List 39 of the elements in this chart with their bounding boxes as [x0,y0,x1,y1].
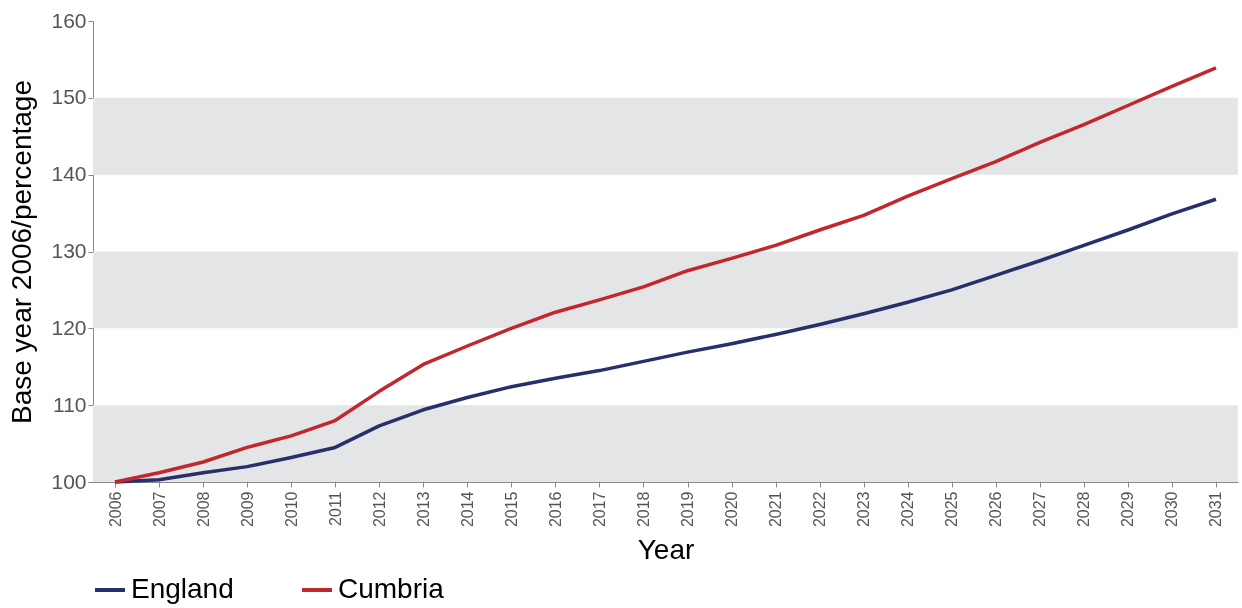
x-tick-label: 2015 [502,491,520,528]
y-tick-label: 140 [51,162,87,186]
x-tick-label: 2016 [546,491,564,528]
x-tick-label: 2030 [1163,491,1181,528]
y-axis-title: Base year 2006/percentage [6,79,38,425]
x-tick-label: 2026 [987,491,1005,528]
x-tick-label: 2019 [679,491,697,528]
x-tick-label: 2009 [238,491,256,528]
x-tick-label: 2020 [723,491,741,528]
x-tick-label: 2008 [194,491,212,528]
x-axis-title: Year [637,534,695,566]
y-tick-label: 130 [51,239,87,262]
x-tick-label: 2018 [634,491,652,528]
x-tick-label: 2013 [414,491,432,528]
x-tick-label: 2022 [811,491,829,528]
x-tick-label: 2014 [458,491,476,528]
x-tick-label: 2024 [899,491,917,528]
x-tick-label: 2017 [590,491,608,528]
x-tick-label: 2011 [326,491,344,526]
x-tick-label: 2027 [1031,491,1049,528]
x-tick-label: 2025 [943,491,961,528]
x-tick-label: 2007 [150,491,168,528]
y-tick-label: 120 [51,315,87,339]
x-tick-label: 2031 [1207,491,1225,528]
y-tick-label: 160 [51,8,87,32]
x-tick-label: 2010 [282,491,300,528]
line-series [113,197,1218,484]
x-tick-label: 2021 [767,491,785,528]
y-tick-label: 100 [51,469,87,493]
x-tick-label: 2029 [1119,491,1137,528]
legend-label: England [131,573,234,604]
x-tick-label: 2012 [370,491,388,528]
y-tick-label: 110 [53,392,87,416]
y-tick-label: 150 [51,85,87,109]
x-tick-label: 2006 [106,491,124,528]
x-tick-label: 2028 [1075,491,1093,528]
line-series [113,66,1218,484]
x-tick-label: 2023 [855,491,873,528]
legend-label: Cumbria [338,573,445,604]
